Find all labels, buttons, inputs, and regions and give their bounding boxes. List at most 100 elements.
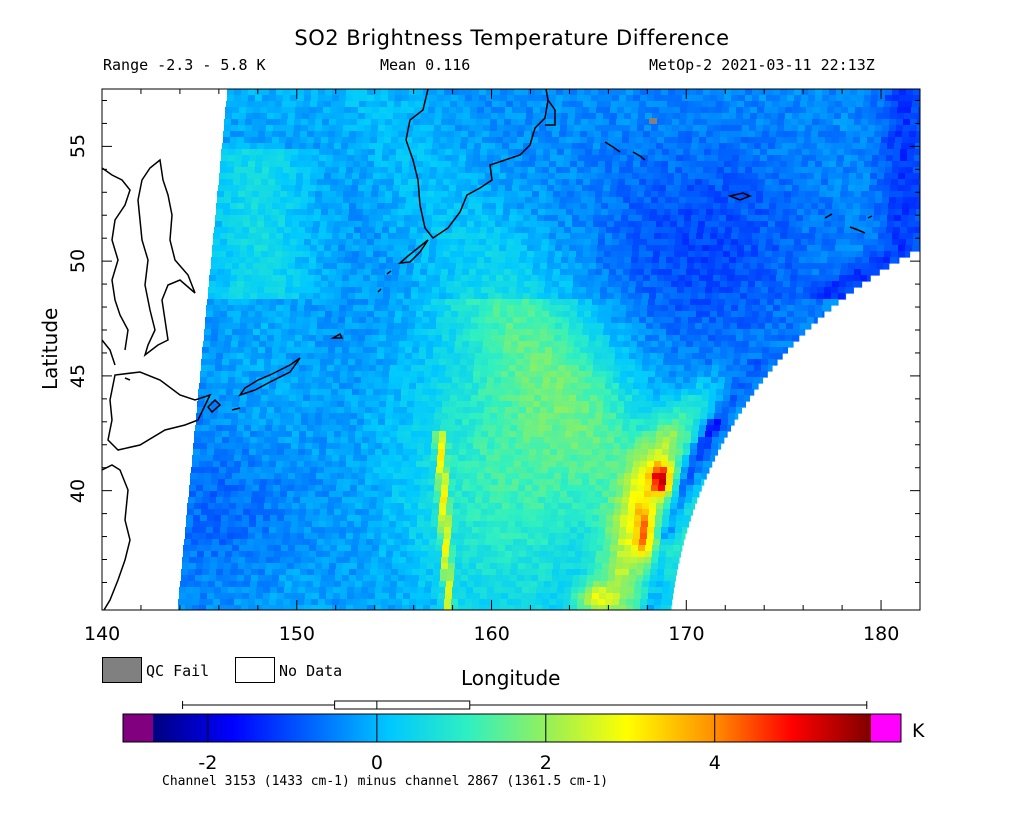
swath-cell — [769, 347, 777, 354]
swath-cell — [371, 119, 379, 126]
swath-cell — [289, 173, 297, 180]
swath-cell — [822, 311, 825, 318]
swath-cell — [637, 341, 645, 348]
swath-cell — [760, 155, 768, 162]
swath-cell — [686, 197, 694, 204]
swath-cell — [290, 311, 298, 318]
swath-cell — [260, 185, 268, 192]
swath-cell — [246, 257, 254, 264]
swath-cell — [566, 131, 574, 138]
swath-cell — [778, 329, 786, 336]
swath-cell — [472, 95, 480, 102]
swath-cell — [732, 377, 740, 384]
swath-cell — [525, 191, 533, 198]
swath-cell — [806, 107, 814, 114]
swath-cell — [831, 221, 839, 228]
swath-cell — [365, 185, 373, 192]
swath-cell — [409, 95, 417, 102]
swath-cell — [557, 149, 565, 156]
swath-cell — [493, 233, 501, 240]
swath-cell — [327, 221, 335, 228]
swath-cell — [660, 173, 668, 180]
swath-cell — [741, 353, 749, 360]
swath-cell — [764, 107, 772, 114]
swath-cell — [889, 191, 897, 198]
swath-cell — [358, 335, 366, 342]
swath-cell — [715, 107, 723, 114]
swath-cell — [644, 269, 652, 276]
swath-cell — [583, 317, 591, 324]
swath-cell — [548, 317, 556, 324]
swath-cell — [227, 383, 235, 390]
swath-cell — [570, 95, 578, 102]
swath-cell — [386, 329, 394, 336]
swath-cell — [269, 305, 277, 312]
swath-cell — [724, 233, 732, 240]
swath-cell — [251, 347, 259, 354]
swath-cell — [457, 251, 465, 258]
swath-cell — [338, 389, 346, 396]
swath-cell — [544, 143, 552, 150]
swath-cell — [833, 191, 841, 198]
swath-cell — [839, 137, 847, 144]
swath-cell — [837, 155, 845, 162]
swath-cell — [337, 185, 345, 192]
swath-cell — [848, 263, 856, 270]
swath-cell — [489, 203, 497, 210]
swath-cell — [217, 197, 225, 204]
swath-cell — [566, 203, 574, 210]
swath-cell — [468, 347, 476, 354]
swath-cell — [847, 125, 855, 132]
swath-cell — [507, 233, 515, 240]
swath-cell — [535, 95, 543, 102]
swath-cell — [440, 347, 448, 354]
swath-cell — [465, 233, 473, 240]
swath-cell — [296, 173, 304, 180]
swath-cell — [497, 119, 505, 126]
swath-cell — [573, 281, 581, 288]
swath-cell — [797, 281, 805, 288]
swath-cell — [277, 299, 285, 306]
swath-cell — [398, 281, 406, 288]
swath-cell — [845, 293, 847, 300]
swath-cell — [669, 227, 677, 234]
swath-cell — [577, 95, 585, 102]
swath-cell — [636, 131, 644, 138]
swath-cell — [811, 209, 819, 216]
swath-cell — [303, 317, 311, 324]
swath-cell — [423, 167, 431, 174]
swath-cell — [621, 359, 629, 366]
swath-cell — [654, 305, 662, 312]
swath-cell — [260, 257, 268, 264]
swath-cell — [722, 401, 730, 408]
swath-cell — [877, 179, 885, 186]
swath-cell — [202, 353, 210, 360]
swath-cell — [592, 149, 600, 156]
swath-cell — [673, 185, 681, 192]
swath-cell — [385, 341, 393, 348]
swath-cell — [678, 209, 686, 216]
swath-cell — [231, 197, 239, 204]
swath-cell — [327, 359, 335, 366]
swath-cell — [216, 353, 224, 360]
swath-cell — [842, 173, 850, 180]
swath-cell — [801, 239, 809, 246]
swath-cell — [300, 131, 308, 138]
swath-cell — [312, 155, 320, 162]
swath-cell — [392, 197, 400, 204]
swath-cell — [229, 221, 237, 228]
swath-cell — [262, 233, 270, 240]
swath-cell — [860, 275, 868, 282]
swath-cell — [303, 389, 311, 396]
swath-cell — [521, 239, 529, 246]
swath-cell — [300, 347, 308, 354]
swath-cell — [745, 89, 753, 96]
swath-cell — [444, 89, 452, 96]
swath-cell — [400, 329, 408, 336]
swath-cell — [481, 359, 489, 366]
swath-cell — [379, 329, 387, 336]
swath-cell — [506, 101, 514, 108]
swath-cell — [392, 119, 400, 126]
swath-cell — [280, 125, 288, 132]
swath-cell — [864, 95, 872, 102]
